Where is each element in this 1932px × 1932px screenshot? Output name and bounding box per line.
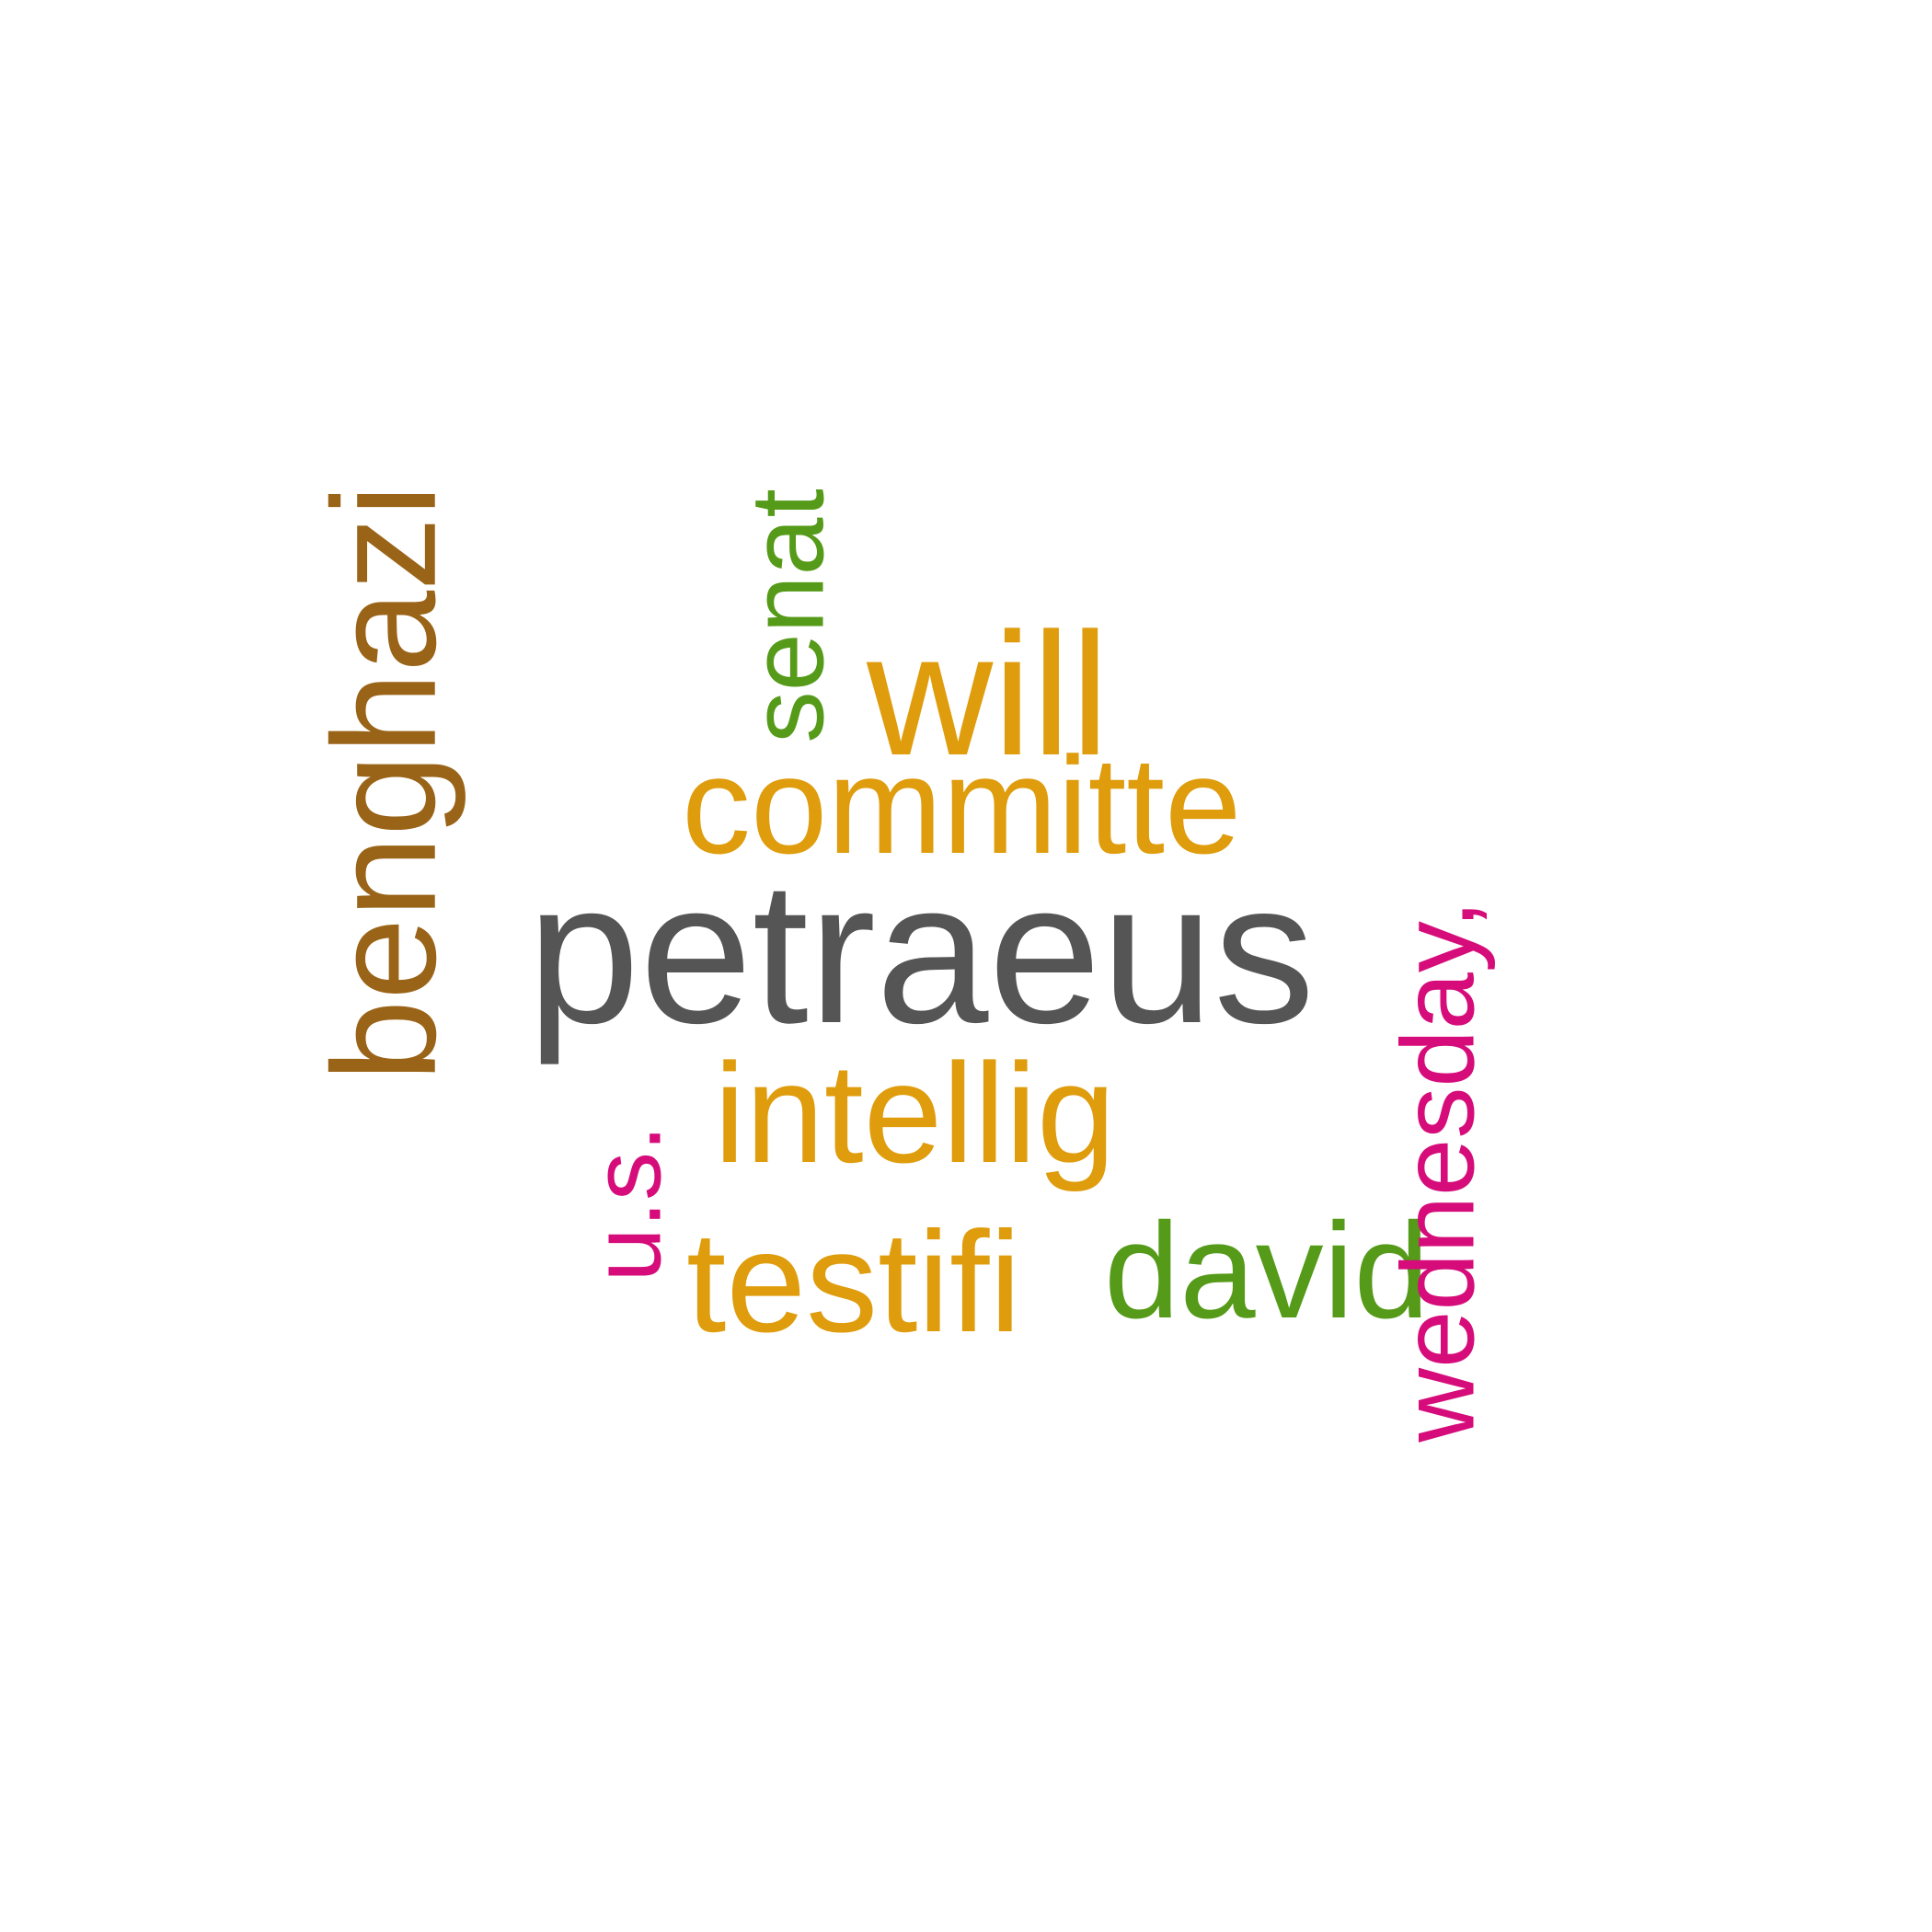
word-us: u.s.: [572, 1124, 682, 1282]
word-benghazi: benghazi: [301, 484, 466, 1082]
word-senat: senat: [729, 489, 845, 743]
word-intellig: intellig: [714, 1034, 1116, 1192]
word-petraeus: petraeus: [527, 839, 1316, 1065]
word-david: david: [1104, 1195, 1430, 1347]
word-will: will: [867, 597, 1110, 792]
word-wednesday: wednesday,: [1380, 900, 1496, 1443]
word-testifi: testifi: [686, 1202, 1022, 1363]
word-committe: committe: [682, 728, 1242, 882]
